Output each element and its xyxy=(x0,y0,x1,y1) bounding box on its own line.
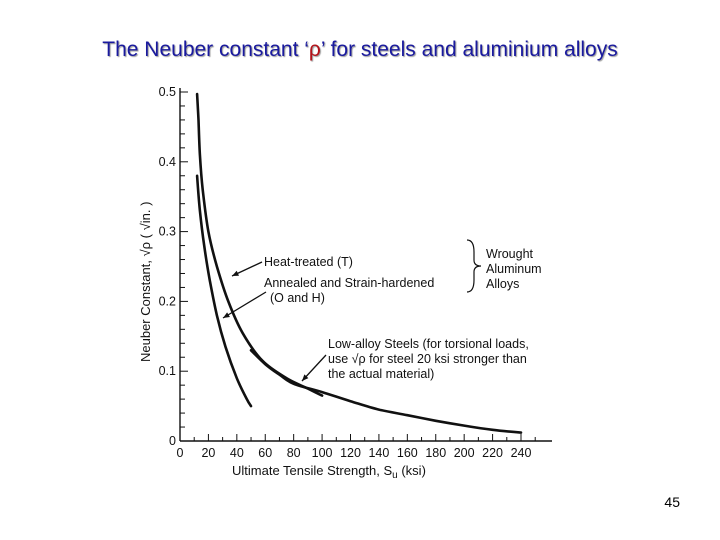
title-text-start: The Neuber constant ‘ xyxy=(102,38,309,61)
page-number: 45 xyxy=(664,494,680,510)
steel-label-line1: Low-alloy Steels (for torsional loads, xyxy=(328,337,529,351)
x-tick-label: 200 xyxy=(454,446,475,460)
x-tick-label: 40 xyxy=(230,446,244,460)
group-brace xyxy=(466,239,482,293)
title-text-end: ’ for steels and aluminium alloys xyxy=(320,38,618,61)
annealed-label-line2: (O and H) xyxy=(270,291,325,305)
y-tick-label: 0.1 xyxy=(159,364,176,378)
x-tick-label: 240 xyxy=(511,446,532,460)
y-axis-ticks: 0 0.1 0.2 0.3 0.4 0.5 xyxy=(159,85,188,448)
curve-low-alloy-steel xyxy=(249,349,523,434)
x-tick-label: 160 xyxy=(397,446,418,460)
x-tick-label: 60 xyxy=(258,446,272,460)
x-tick-label: 180 xyxy=(425,446,446,460)
heat-treated-label: Heat-treated (T) xyxy=(264,255,353,269)
alloys-label: Alloys xyxy=(486,277,519,291)
annealed-label-line1: Annealed and Strain-hardened xyxy=(264,276,434,290)
chart-axes xyxy=(179,88,552,442)
x-tick-label: 20 xyxy=(201,446,215,460)
heat-treated-leader-head xyxy=(232,270,239,276)
y-tick-label: 0.3 xyxy=(159,225,176,239)
steel-label-line3: the actual material) xyxy=(328,367,434,381)
aluminum-label: Aluminum xyxy=(486,262,542,276)
y-tick-label: 0 xyxy=(169,434,176,448)
y-tick-label: 0.4 xyxy=(159,155,176,169)
x-tick-label: 120 xyxy=(340,446,361,460)
x-tick-label: 140 xyxy=(368,446,389,460)
x-tick-label: 80 xyxy=(287,446,301,460)
x-axis-title: Ultimate Tensile Strength, Su (ksi) xyxy=(232,463,426,481)
annealed-leader xyxy=(222,291,267,319)
y-tick-label: 0.5 xyxy=(159,85,176,99)
wrought-label: Wrought xyxy=(486,247,534,261)
annealed-leader-head xyxy=(223,312,230,318)
annotation-leaders xyxy=(222,261,327,382)
steel-label-line2: use √ρ for steel 20 ksi stronger than xyxy=(328,352,527,366)
x-axis-ticks: 0 20 40 60 80 100 120 140 160 180 200 220 240 xyxy=(177,434,536,460)
steel-leader-head xyxy=(302,374,309,381)
y-axis-title: Neuber Constant, √ρ ( √in. ) xyxy=(138,202,153,362)
chart-curves xyxy=(195,92,523,434)
curve-heat-treated xyxy=(195,92,324,397)
x-tick-label: 220 xyxy=(482,446,503,460)
x-tick-label: 100 xyxy=(312,446,333,460)
title-rho-symbol: ρ xyxy=(308,38,321,61)
curve-annealed xyxy=(195,174,253,408)
y-tick-label: 0.2 xyxy=(159,294,176,308)
slide-title: The Neuber constant ‘ρ’ for steels and a… xyxy=(0,38,720,62)
x-tick-label: 0 xyxy=(177,446,184,460)
